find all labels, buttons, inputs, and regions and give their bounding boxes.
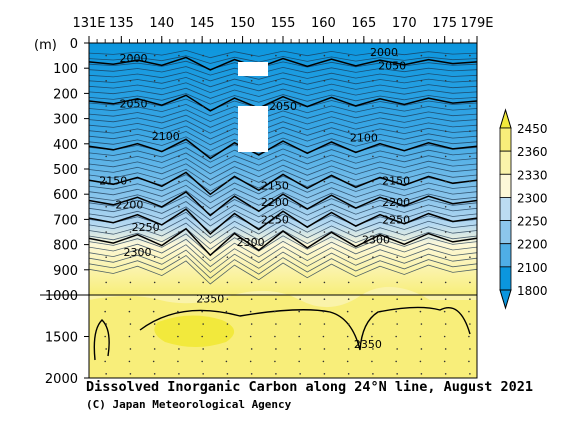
contour-label: 2250 [132,221,160,234]
contour-label: 2200 [382,196,410,209]
colorbar-label: 2450 [517,122,548,136]
y-tick-label: 400 [53,138,78,153]
colorbar-segment [499,243,512,268]
contour-label: 2050 [378,60,406,73]
y-tick-label: 900 [53,264,78,279]
y-tick-label: 0 [70,37,78,52]
colorbar-segment [499,220,512,245]
x-tick-label: 150 [230,16,255,31]
colorbar: 2450 2360 2330 2300 2250 2200 2100 1800 [499,108,548,310]
contour-label: 2050 [269,100,297,113]
contour-label: 2100 [350,132,378,145]
y-tick-label: 300 [53,113,78,128]
colorbar-segment [499,150,512,175]
y-unit-label: (m) [34,38,57,53]
y-tick-label: 2000 [45,372,78,387]
colorbar-label: 2360 [517,145,548,159]
colorbar-label: 2100 [517,261,548,275]
x-tick-label: 165 [351,16,376,31]
colorbar-label: 2200 [517,238,548,252]
x-tick-label: 140 [149,16,174,31]
missing-data-patch [238,62,268,76]
x-tick-label: 135 [109,16,134,31]
y-tick-label: 800 [53,239,78,254]
y-tick-label: 600 [53,188,78,203]
colorbar-max-arrow [499,108,512,129]
colorbar-segment [499,173,512,198]
x-tick-label: 160 [311,16,336,31]
contour-label: 2150 [99,174,127,187]
contour-label: 2300 [124,246,152,259]
contour-label: 2350 [354,338,382,351]
contour-label: 2150 [261,179,289,192]
x-tick-label: 175 [432,16,457,31]
colorbar-segment [499,197,512,221]
contour-label: 2350 [196,292,224,305]
colorbar-label: 2330 [517,168,548,182]
y-tick-label: 1500 [45,331,78,346]
y-tick-label: 200 [53,87,78,102]
x-tick-label: 131E [72,16,105,31]
credit-line: (C) Japan Meteorological Agency [86,398,292,411]
y-tick-label: 500 [53,163,78,178]
contour-label: 2250 [382,213,410,226]
contour-label: 2300 [237,236,265,249]
x-tick-label: 179E [460,16,493,31]
x-tick-label: 155 [271,16,296,31]
x-tick-label: 170 [392,16,417,31]
colorbar-segment [499,266,512,291]
contour-label: 2000 [370,46,398,59]
contour-label: 2000 [119,52,147,65]
colorbar-segment [499,127,512,152]
colorbar-label: 2250 [517,215,548,229]
colorbar-label: 2300 [517,191,548,205]
contour-label: 2300 [362,234,390,247]
contour-label: 2100 [152,130,180,143]
contour-label: 2050 [119,97,147,110]
high-dic-core [154,315,235,347]
x-tick-label: 145 [190,16,215,31]
missing-data-patch [238,106,268,152]
x-axis: 131E 135 140 145 150 155 160 165 170 175 179E [72,16,494,43]
chart-title: Dissolved Inorganic Carbon along 24°N li… [86,379,534,395]
colorbar-min-arrow [499,289,512,310]
contour-label: 2200 [115,198,143,211]
y-tick-label: 1000 [45,289,78,304]
y-axis: 0 100 200 300 400 500 600 700 800 900 1000 1500 2000 [45,37,89,387]
contour-label: 2200 [261,196,289,209]
y-tick-label: 100 [53,62,78,77]
contour-label: 2250 [261,213,289,226]
y-tick-label: 700 [53,213,78,228]
colorbar-label: 1800 [517,284,548,298]
contour-label: 2150 [382,174,410,187]
